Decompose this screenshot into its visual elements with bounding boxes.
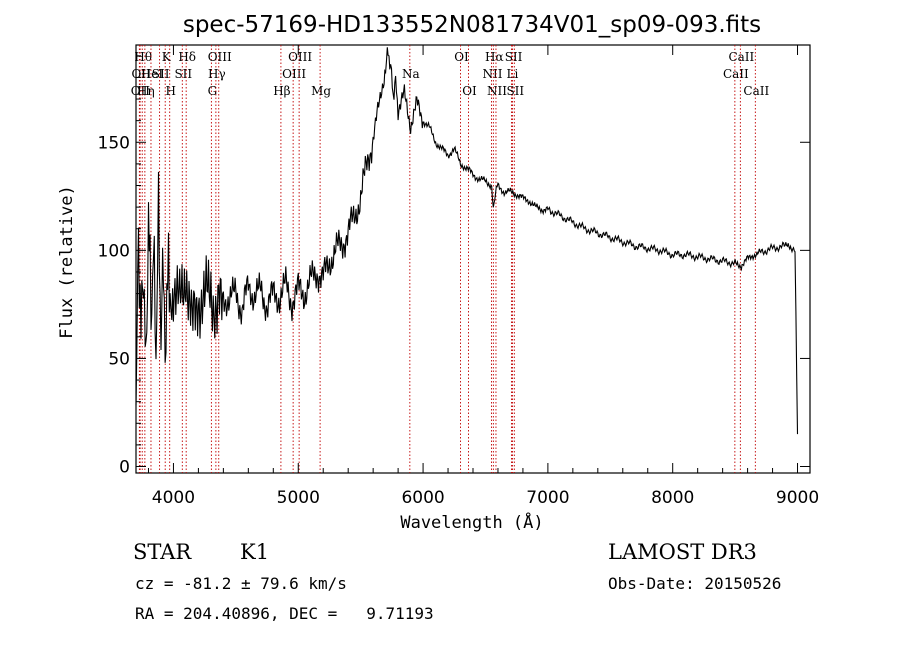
line-label-20: NII bbox=[482, 67, 502, 81]
line-label-28: CaII bbox=[743, 84, 769, 98]
line-label-6: K bbox=[162, 50, 172, 64]
x-tick-label: 8000 bbox=[651, 488, 694, 508]
x-tick-label: 4000 bbox=[152, 488, 195, 508]
radec-text: RA = 204.40896, DEC = 9.71193 bbox=[135, 604, 434, 623]
line-label-9: Hδ bbox=[178, 50, 196, 64]
line-label-15: OIII bbox=[288, 50, 312, 64]
line-label-25: SII bbox=[506, 84, 524, 98]
survey-name: LAMOST DR3 bbox=[608, 540, 757, 564]
line-label-11: Hγ bbox=[208, 67, 226, 81]
line-label-12: OIII bbox=[208, 50, 232, 64]
x-tick-label: 9000 bbox=[776, 488, 819, 508]
line-label-7: H bbox=[165, 84, 175, 98]
x-tick-label: 7000 bbox=[526, 488, 569, 508]
y-tick-label: 0 bbox=[119, 458, 130, 478]
y-tick-label: 100 bbox=[98, 241, 130, 261]
line-label-22: NII bbox=[487, 84, 507, 98]
y-axis-label: Flux (relative) bbox=[57, 185, 77, 339]
line-label-4: HeI bbox=[141, 67, 164, 81]
object-class: STAR bbox=[133, 540, 192, 564]
x-axis-label: Wavelength (Å) bbox=[400, 511, 543, 533]
emission-line-markers: OIIOIIHθHηHeISIIKHSIIHδGHγOIIIHβOIIIOIII… bbox=[131, 45, 769, 473]
axis-ticks: 4000 5000 6000 7000 8000 9000 0 50 100 150 bbox=[98, 45, 819, 508]
x-tick-label: 6000 bbox=[401, 488, 444, 508]
line-label-13: Hβ bbox=[273, 84, 290, 98]
chart-title: spec-57169-HD133552N081734V01_sp09-093.f… bbox=[183, 12, 761, 38]
line-label-27: CaII bbox=[728, 50, 754, 64]
line-label-8: SII bbox=[174, 67, 192, 81]
line-label-2: Hθ bbox=[134, 50, 152, 64]
line-label-14: OIII bbox=[282, 67, 306, 81]
y-tick-label: 150 bbox=[98, 133, 130, 153]
line-label-18: OI bbox=[454, 50, 469, 64]
line-label-16: Mg bbox=[311, 84, 331, 98]
line-label-26: CaII bbox=[723, 67, 749, 81]
y-tick-label: 50 bbox=[108, 349, 130, 369]
line-label-19: OI bbox=[462, 84, 477, 98]
line-label-21: Hα bbox=[485, 50, 504, 64]
line-label-5: SII bbox=[152, 67, 170, 81]
flux-series-line bbox=[135, 47, 799, 435]
redshift-text: cz = -81.2 ± 79.6 km/s bbox=[135, 574, 347, 593]
object-subclass: K1 bbox=[240, 540, 270, 564]
x-tick-label: 5000 bbox=[277, 488, 320, 508]
line-label-17: Na bbox=[402, 67, 420, 81]
line-label-10: G bbox=[208, 84, 218, 98]
line-label-3: Hη bbox=[137, 84, 155, 98]
obs-date-text: Obs-Date: 20150526 bbox=[608, 574, 782, 593]
line-label-24: SII bbox=[505, 50, 523, 64]
